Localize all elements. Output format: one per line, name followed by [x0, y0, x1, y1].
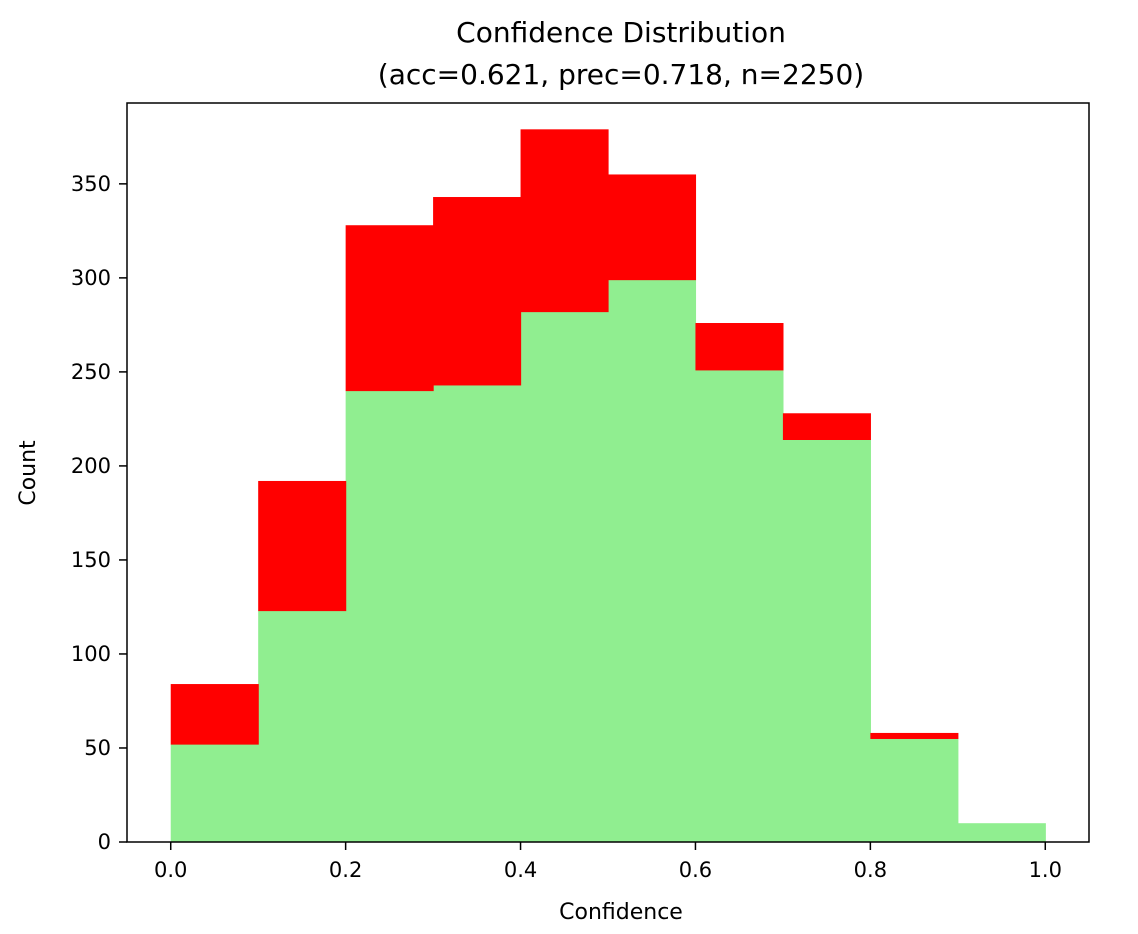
bar-series1-bin5 [608, 174, 697, 281]
bar-series1-bin7 [782, 413, 871, 440]
bar-series0-bin2 [345, 390, 434, 843]
bar-series0-bin1 [258, 610, 347, 843]
x-tick-label: 0.4 [504, 858, 537, 882]
bar-series0-bin6 [695, 370, 784, 843]
x-tick-label: 1.0 [1029, 858, 1062, 882]
x-axis-ticks: 0.0 0.2 0.4 0.6 0.8 1.0 [154, 842, 1062, 882]
plot-frame [126, 102, 1090, 843]
y-tick-label: 250 [71, 360, 111, 384]
bar-series0-bin7 [782, 439, 871, 843]
y-axis-label: Count [16, 440, 41, 506]
x-tick-label: 0.2 [329, 858, 362, 882]
y-tick-label: 350 [71, 172, 111, 196]
bar-series1-bin2 [345, 225, 434, 392]
bar-series1-bin8 [870, 732, 959, 739]
bar-series1-bin6 [695, 323, 784, 371]
bar-series0-bin4 [520, 311, 609, 843]
bar-series0-bin3 [433, 385, 522, 843]
bar-series0-bin5 [608, 279, 697, 843]
y-tick-label: 150 [71, 548, 111, 572]
bar-series0-bin9 [957, 823, 1046, 843]
bars-layer [170, 129, 1046, 843]
bar-series0-bin8 [870, 738, 959, 843]
y-tick-label: 300 [71, 266, 111, 290]
x-tick-label: 0.8 [854, 858, 887, 882]
y-tick-label: 50 [84, 736, 111, 760]
chart-subtitle: (acc=0.621, prec=0.718, n=2250) [378, 58, 864, 91]
bar-series1-bin3 [433, 197, 522, 386]
bar-series0-bin0 [170, 744, 259, 843]
bar-series1-bin0 [170, 684, 259, 745]
bar-series1-bin1 [258, 480, 347, 612]
x-tick-label: 0.0 [154, 858, 187, 882]
bar-series1-bin4 [520, 129, 609, 313]
y-axis-ticks: 0 50 100 150 200 250 300 350 [71, 172, 127, 854]
x-axis-label: Confidence [559, 900, 683, 925]
chart-title: Confidence Distribution [456, 16, 786, 49]
y-tick-label: 200 [71, 454, 111, 478]
y-tick-label: 0 [98, 830, 111, 854]
x-tick-label: 0.6 [679, 858, 712, 882]
y-tick-label: 100 [71, 642, 111, 666]
